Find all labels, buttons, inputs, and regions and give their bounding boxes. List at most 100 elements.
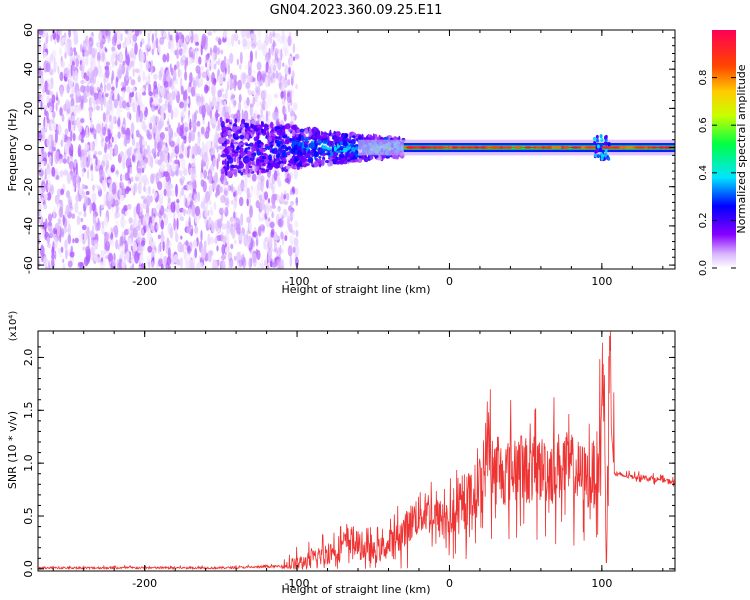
heatmap-cell xyxy=(188,216,191,228)
heatmap-cell xyxy=(251,145,256,153)
heatmap-cell xyxy=(72,133,76,142)
heatmap-cell xyxy=(231,228,236,240)
heatmap-cell xyxy=(192,162,196,168)
heatmap-cell xyxy=(64,47,67,53)
heatmap-cell xyxy=(70,130,73,142)
heatmap-cell xyxy=(288,31,292,38)
heatmap-cell xyxy=(289,189,293,196)
heatmap-cell xyxy=(351,151,354,155)
heatmap-cell xyxy=(151,48,154,56)
heatmap-cell xyxy=(210,210,214,216)
heatmap-cell xyxy=(599,134,603,139)
heatmap-cell xyxy=(274,239,277,253)
heatmap-cell xyxy=(256,86,261,96)
y-tick-label: -40 xyxy=(22,217,35,235)
heatmap-cell xyxy=(101,160,106,168)
heatmap-cell xyxy=(242,250,246,257)
heatmap-cell xyxy=(220,154,227,158)
heatmap-cell xyxy=(227,129,232,136)
snr-panel: -200 -100 0 100 0.0 0.5 1.0 1.5 2.0 Height of st… xyxy=(6,311,676,596)
heatmap-cell xyxy=(570,146,581,149)
heatmap-cell xyxy=(199,66,205,71)
heatmap-cell xyxy=(114,60,118,66)
heatmap-cell xyxy=(248,257,252,269)
heatmap-cell xyxy=(100,227,105,234)
heatmap-cell xyxy=(223,148,229,153)
heatmap-cell xyxy=(276,259,281,269)
heatmap-cell xyxy=(290,147,296,155)
heatmap-cell xyxy=(134,30,140,37)
heatmap-cell xyxy=(162,240,165,252)
heatmap-cell xyxy=(158,258,163,264)
heatmap-cell xyxy=(59,47,62,56)
heatmap-cell xyxy=(179,101,185,109)
heatmap-cell xyxy=(42,183,45,197)
heatmap-cell xyxy=(238,250,243,260)
heatmap-cell xyxy=(119,187,122,199)
heatmap-cell xyxy=(165,160,171,168)
heatmap-cell xyxy=(94,48,98,55)
heatmap-cell xyxy=(116,212,121,218)
heatmap-cell xyxy=(226,155,232,160)
heatmap-cell xyxy=(74,201,79,214)
heatmap-cell xyxy=(251,160,255,166)
heatmap-cell xyxy=(189,259,195,269)
heatmap-cell xyxy=(240,142,245,146)
heatmap-cell xyxy=(222,235,227,244)
heatmap-cell xyxy=(71,84,75,97)
heatmap-cell xyxy=(281,30,285,42)
heatmap-cell xyxy=(295,256,299,268)
heatmap-cell xyxy=(265,77,269,83)
heatmap-cell xyxy=(259,76,265,81)
heatmap-cell xyxy=(284,123,291,130)
heatmap-cell xyxy=(222,126,226,132)
heatmap-cell xyxy=(107,252,113,263)
heatmap-cell xyxy=(236,146,240,152)
heatmap-cell xyxy=(110,227,113,235)
heatmap-cell xyxy=(245,234,249,248)
heatmap-cell xyxy=(369,155,374,160)
heatmap-cell xyxy=(222,36,227,43)
heatmap-cell xyxy=(86,157,88,162)
heatmap-cell xyxy=(138,174,144,185)
heatmap-cell xyxy=(157,159,162,166)
heatmap-cell xyxy=(232,191,236,197)
heatmap-cell xyxy=(146,129,151,138)
heatmap-cell xyxy=(297,150,302,154)
heatmap-cell xyxy=(216,158,219,170)
heatmap-cell xyxy=(184,126,189,132)
heatmap-cell xyxy=(80,79,85,85)
heatmap-cell xyxy=(65,249,68,260)
heatmap-cell xyxy=(246,40,251,50)
heatmap-cell xyxy=(280,231,284,240)
heatmap-cell xyxy=(267,141,270,144)
heatmap-cell xyxy=(47,173,51,184)
heatmap-cell xyxy=(68,119,72,133)
heatmap-cell xyxy=(265,135,268,139)
heatmap-cell xyxy=(228,264,231,269)
heatmap-cell xyxy=(236,109,241,123)
heatmap-cell xyxy=(230,243,234,250)
heatmap-cell xyxy=(57,98,60,106)
heatmap-cell xyxy=(260,44,266,50)
heatmap-cell xyxy=(265,153,269,160)
heatmap-cell xyxy=(287,103,291,113)
heatmap-cell xyxy=(139,87,145,93)
heatmap-cell xyxy=(246,198,249,207)
heatmap-cell xyxy=(260,175,265,182)
heatmap-cell xyxy=(116,105,121,119)
heatmap-cell xyxy=(38,30,44,36)
heatmap-cell xyxy=(146,254,152,263)
heatmap-cell xyxy=(246,126,251,132)
heatmap-cell xyxy=(207,139,212,150)
heatmap-cell xyxy=(135,225,141,231)
heatmap-cell xyxy=(282,34,287,46)
heatmap-cell xyxy=(279,244,282,255)
heatmap-cell xyxy=(44,265,49,269)
heatmap-cell xyxy=(604,153,608,158)
heatmap-cell xyxy=(240,179,245,192)
heatmap-cell xyxy=(278,133,282,141)
heatmap-cell xyxy=(213,63,217,70)
heatmap-cell xyxy=(167,40,172,50)
heatmap-cell xyxy=(349,136,352,139)
